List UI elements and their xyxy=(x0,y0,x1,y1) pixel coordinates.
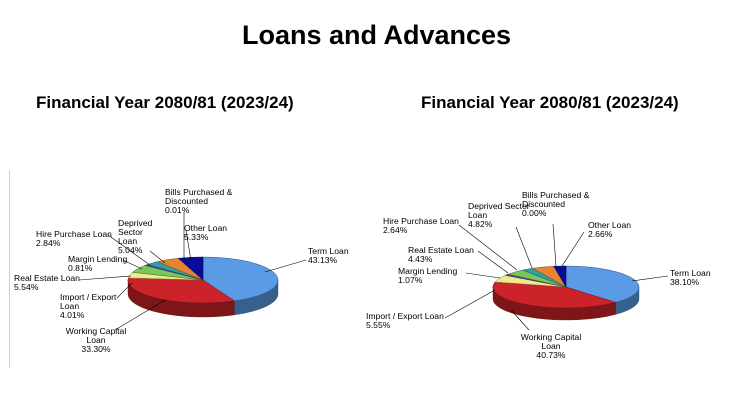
data-label-term-loan: 43.13% xyxy=(308,255,338,265)
pie-slice-other-loan xyxy=(553,265,567,288)
slice-label-deprived-sector-loan: Deprived xyxy=(118,218,153,228)
pie-slice-term-loan xyxy=(565,265,640,303)
slice-label-deprived-sector-loan: Deprived Sector xyxy=(468,201,530,211)
data-label-deprived-sector-loan: 5.04% xyxy=(118,245,143,255)
data-label-real-estate-loan: 4.43% xyxy=(408,254,433,264)
slice-label-deprived-sector-loan: Loan xyxy=(468,210,487,220)
slice-label-import-export-loan: Import / Export Loan xyxy=(366,311,444,321)
slice-label-hire-purchase-loan: Hire Purchase Loan xyxy=(383,216,459,226)
data-label-deprived-sector-loan: 4.82% xyxy=(468,219,493,229)
data-label-working-capital-loan: 40.73% xyxy=(536,350,566,360)
leader-line-bills-purchased-discounted xyxy=(552,223,557,267)
data-label-bills-purchased-discounted: 0.00% xyxy=(522,208,547,218)
data-label-hire-purchase-loan: 2.84% xyxy=(36,238,61,248)
slice-label-deprived-sector-loan: Sector xyxy=(118,227,143,237)
leader-line-deprived-sector-loan xyxy=(149,250,166,264)
leader-line-import-export-loan xyxy=(116,282,133,299)
slice-label-other-loan: Other Loan xyxy=(588,220,631,230)
slice-label-margin-lending: Margin Lending xyxy=(398,266,457,276)
data-label-working-capital-loan: 33.30% xyxy=(81,344,111,354)
pie-slice-working-capital-loan xyxy=(127,277,236,304)
data-label-margin-lending: 0.81% xyxy=(68,263,93,273)
slice-label-other-loan: Other Loan xyxy=(184,223,227,233)
data-label-real-estate-loan: 5.54% xyxy=(14,282,39,292)
data-label-hire-purchase-loan: 2.64% xyxy=(383,225,408,235)
chart-title-left: Financial Year 2080/81 (2023/24) xyxy=(36,93,294,112)
slice-label-bills-purchased-discounted: Bills Purchased & xyxy=(165,187,233,197)
leader-line-working-capital-loan xyxy=(114,299,166,331)
slice-label-hire-purchase-loan: Hire Purchase Loan xyxy=(36,229,112,239)
slice-label-working-capital-loan: Loan xyxy=(541,341,560,351)
leader-line-hire-purchase-loan xyxy=(458,224,518,271)
leader-line-working-capital-loan xyxy=(510,309,530,331)
data-label-other-loan: 2.66% xyxy=(588,229,613,239)
leader-line-real-estate-loan xyxy=(477,250,509,274)
slice-label-real-estate-loan: Real Estate Loan xyxy=(14,273,80,283)
data-label-other-loan: 5.33% xyxy=(184,232,209,242)
slice-label-term-loan: Term Loan xyxy=(308,246,349,256)
chart-frame-line xyxy=(9,170,10,368)
slice-label-bills-purchased-discounted: Discounted xyxy=(522,199,565,209)
data-label-import-export-loan: 4.01% xyxy=(60,310,85,320)
leader-line-deprived-sector-loan xyxy=(515,226,533,269)
pie-slice-working-capital-loan xyxy=(492,281,617,309)
slice-label-bills-purchased-discounted: Discounted xyxy=(165,196,208,206)
data-label-import-export-loan: 5.55% xyxy=(366,320,391,330)
slice-label-import-export-loan: Loan xyxy=(60,301,79,311)
data-label-term-loan: 38.10% xyxy=(670,277,700,287)
data-label-bills-purchased-discounted: 0.01% xyxy=(165,205,190,215)
leader-line-other-loan xyxy=(561,231,585,267)
slice-label-working-capital-loan: Working Capital xyxy=(66,326,127,336)
slice-label-term-loan: Term Loan xyxy=(670,268,711,278)
leader-line-other-loan xyxy=(185,229,192,262)
leader-line-margin-lending xyxy=(122,259,143,270)
leader-line-term-loan xyxy=(264,259,307,273)
slice-label-real-estate-loan: Real Estate Loan xyxy=(408,245,474,255)
slice-label-margin-lending: Margin Lending xyxy=(68,254,127,264)
slice-label-import-export-loan: Import / Export xyxy=(60,292,117,302)
leader-line-real-estate-loan xyxy=(78,275,132,281)
leader-line-margin-lending xyxy=(465,272,501,279)
page-title: Loans and Advances xyxy=(241,20,512,50)
slice-label-deprived-sector-loan: Loan xyxy=(118,236,137,246)
data-label-margin-lending: 1.07% xyxy=(398,275,423,285)
slice-label-working-capital-loan: Working Capital xyxy=(521,332,582,342)
pie-slice-term-loan xyxy=(202,256,279,302)
slice-label-bills-purchased-discounted: Bills Purchased & xyxy=(522,190,590,200)
leader-line-hire-purchase-loan xyxy=(107,234,151,266)
leader-line-import-export-loan xyxy=(444,289,496,319)
leader-line-term-loan xyxy=(631,275,669,282)
slice-label-working-capital-loan: Loan xyxy=(86,335,105,345)
chart-title-right: Financial Year 2080/81 (2023/24) xyxy=(421,93,679,112)
